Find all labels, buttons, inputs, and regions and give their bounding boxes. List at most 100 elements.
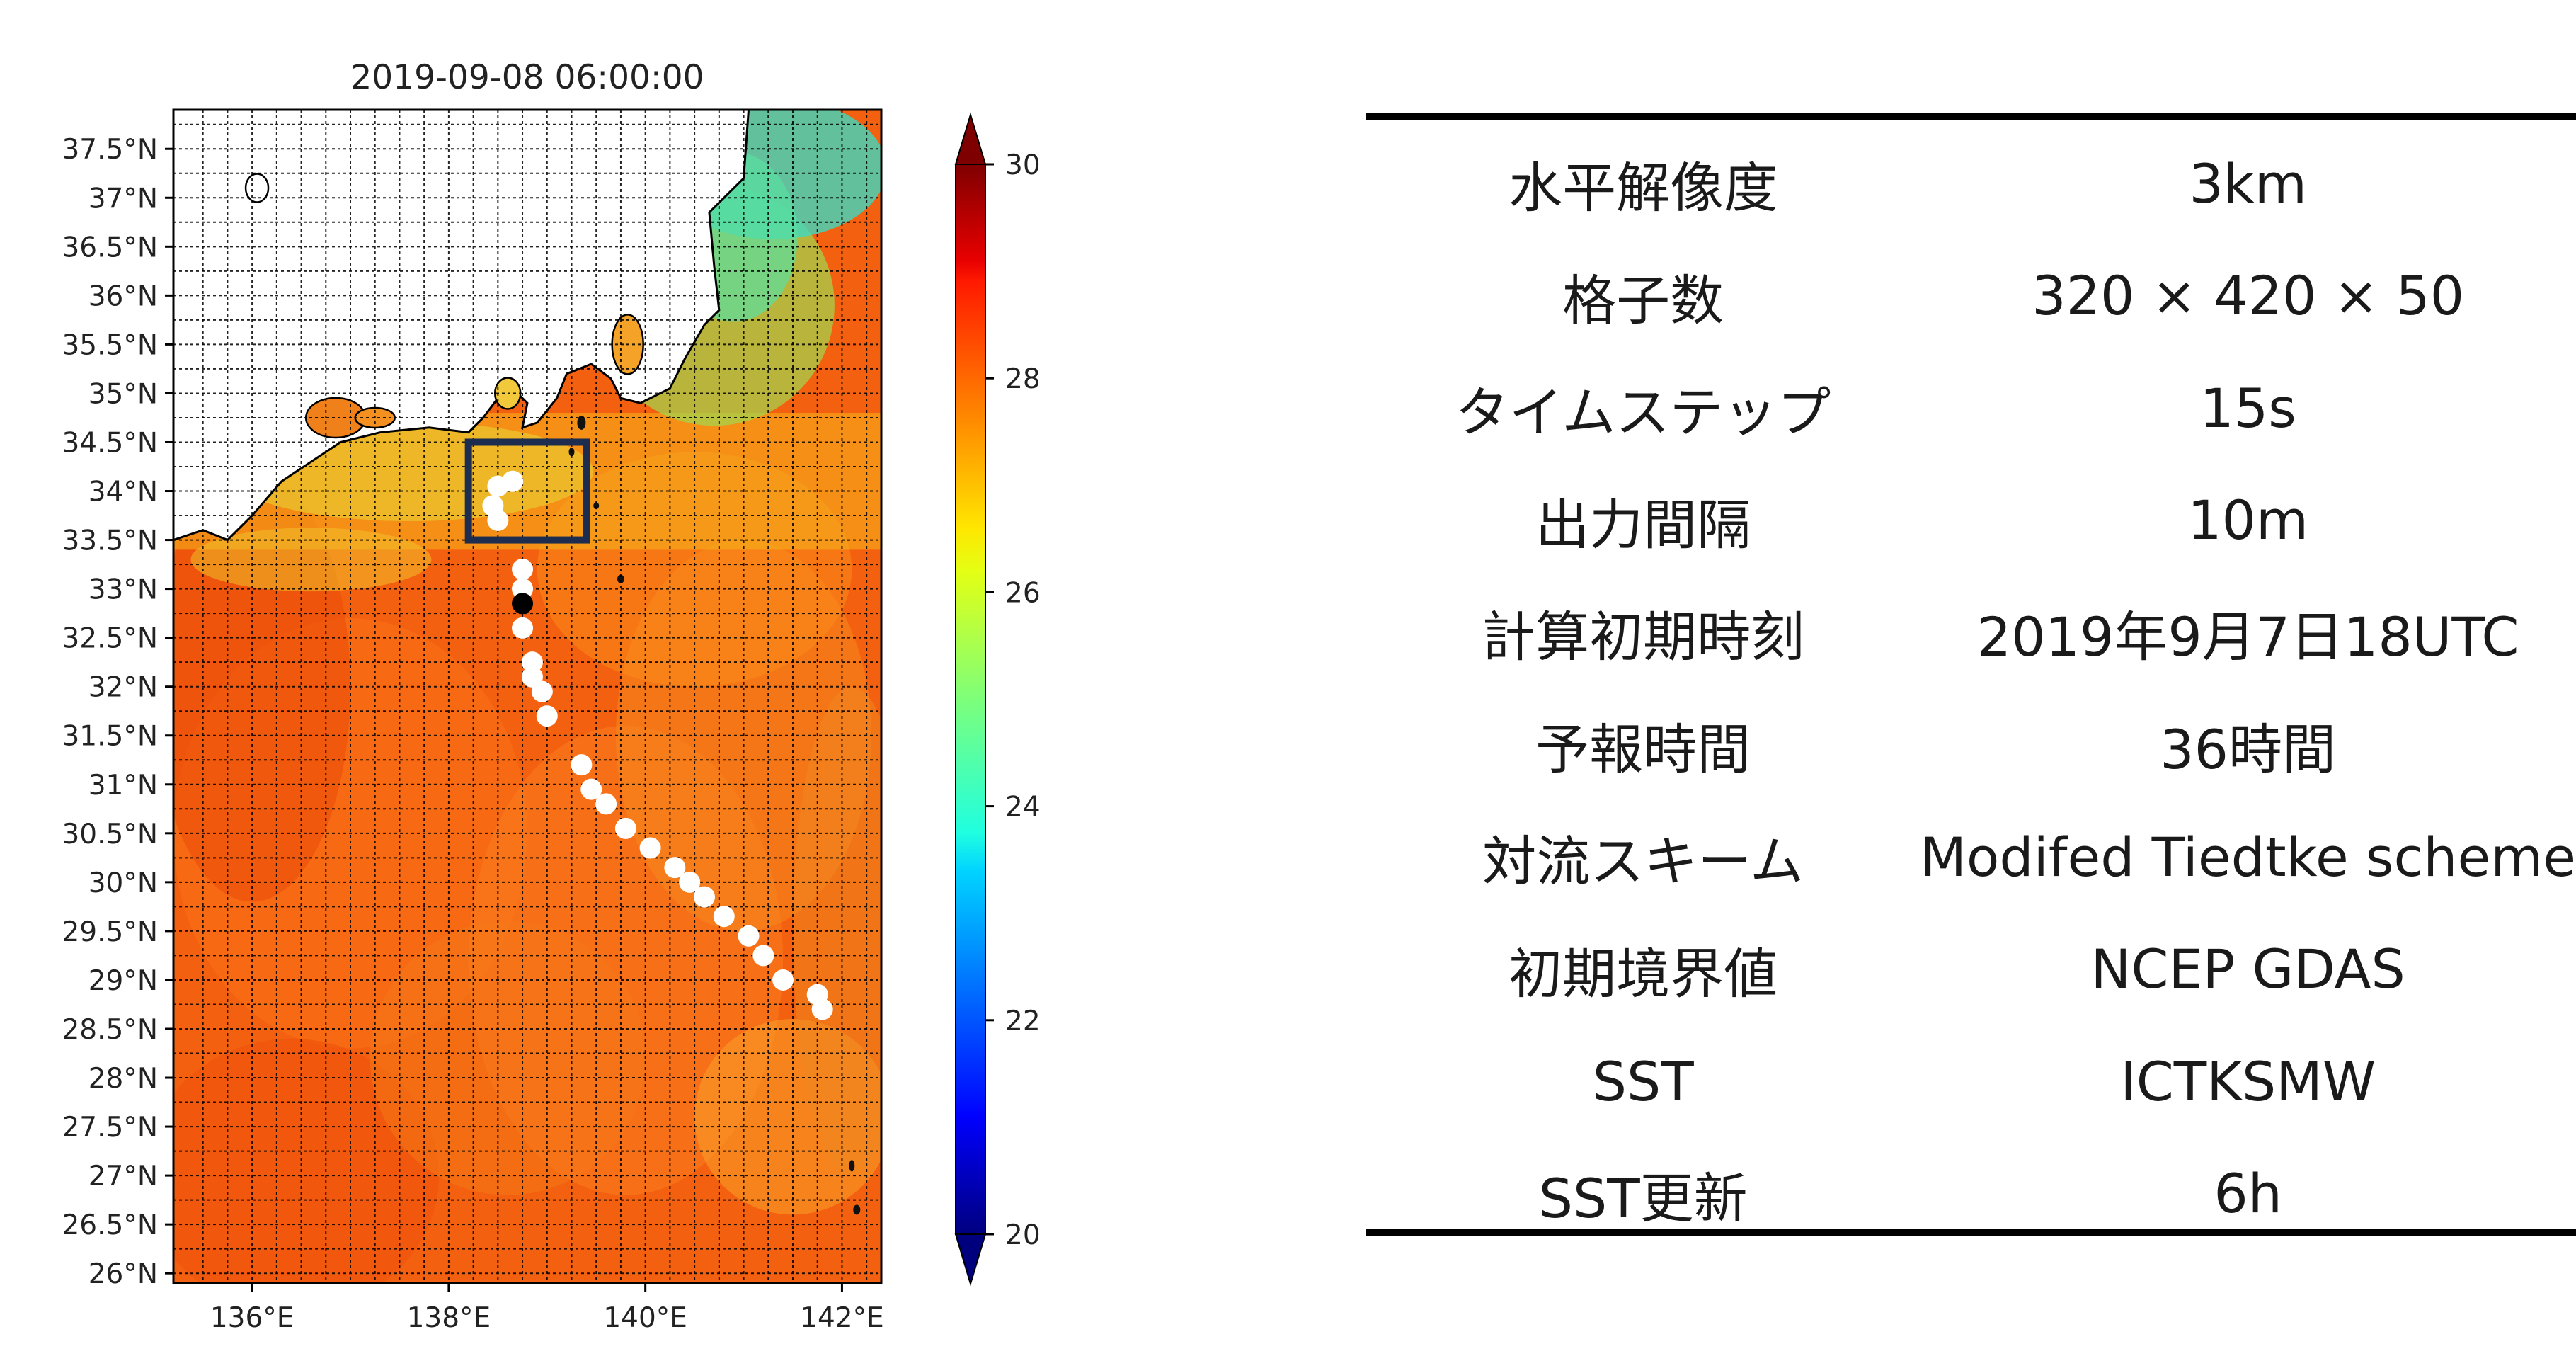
table-row: SST ICTKSMW (1366, 1025, 2576, 1138)
track-point (512, 617, 534, 639)
colorbar-tick-label: 22 (1005, 1005, 1041, 1037)
track-point (679, 871, 701, 893)
table-bottom-rule (1366, 1229, 2576, 1236)
param-value: 3km (2189, 152, 2307, 215)
track-point (664, 857, 686, 879)
param-label: 計算初期時刻 (1482, 605, 1805, 669)
track-point (512, 578, 534, 600)
param-label: SST更新 (1538, 1166, 1748, 1230)
track-point (752, 945, 774, 967)
param-value: NCEP GDAS (2090, 938, 2405, 1001)
table-row: 対流スキーム Modifed Tiedtke scheme (1366, 801, 2576, 913)
track-point (639, 837, 661, 859)
track-point (694, 886, 715, 908)
track-point (772, 969, 794, 991)
map-title: 2019-09-08 06:00:00 (350, 58, 704, 97)
track-point (806, 984, 828, 1005)
track-point (521, 651, 543, 673)
table-row: SST更新 6h (1366, 1138, 2576, 1250)
y-tick-label: 31°N (88, 770, 158, 802)
y-tick-label: 36.5°N (62, 232, 158, 263)
x-tick-label: 142°E (800, 1302, 884, 1334)
y-tick-label: 27°N (88, 1161, 158, 1192)
y-tick-label: 37.5°N (62, 134, 158, 166)
param-label: SST (1592, 1049, 1694, 1113)
track-point (713, 906, 735, 928)
y-tick-label: 30.5°N (62, 819, 158, 850)
y-tick-label: 34°N (88, 477, 158, 508)
track-point (580, 778, 602, 800)
param-value: 15s (2199, 376, 2296, 440)
island (853, 1204, 861, 1215)
param-value: ICTKSMW (2120, 1049, 2376, 1113)
colorbar-tick-label: 24 (1005, 792, 1041, 824)
track-point (502, 470, 524, 492)
y-tick-label: 35.5°N (62, 329, 158, 361)
lake-outline (244, 173, 270, 203)
island (577, 415, 586, 430)
island (593, 502, 600, 510)
param-label: タイムステップ (1455, 381, 1831, 445)
colorbar (955, 164, 986, 1235)
sst-map-chart: 26°N 26.5°N 27°N 27.5°N 28°N 28.5°N 29°N 29.5°N… (62, 58, 1041, 1334)
y-tick-label: 37°N (88, 183, 158, 215)
y-tick-label: 26.5°N (62, 1209, 158, 1241)
x-tick-label: 138°E (407, 1302, 491, 1334)
colorbar-tick-label: 26 (1005, 577, 1041, 609)
y-tick-label: 36°N (88, 280, 158, 312)
y-tick-label: 31.5°N (62, 721, 158, 753)
track-point (614, 817, 636, 839)
colorbar-tick-label: 30 (1005, 149, 1041, 181)
colorbar-tick-label: 28 (1005, 363, 1041, 395)
analysis-region-box (464, 438, 590, 544)
table-row: 水平解像度 3km (1366, 127, 2576, 240)
current-position-marker (512, 593, 534, 615)
param-label: 水平解像度 (1509, 156, 1778, 220)
y-tick-label: 29°N (88, 965, 158, 997)
param-label: 出力間隔 (1535, 493, 1751, 557)
param-label: 初期境界値 (1509, 942, 1778, 1005)
sst-coastal-patch (190, 528, 432, 592)
param-label: 格子数 (1562, 268, 1724, 332)
param-value: 36時間 (2160, 717, 2337, 781)
colorbar-tick-label: 20 (1005, 1219, 1041, 1251)
x-tick-label: 136°E (210, 1302, 294, 1334)
track-point (595, 793, 617, 815)
colorbar-extend-min (954, 1233, 987, 1287)
table-row: 出力間隔 10m (1366, 465, 2576, 577)
y-tick-label: 32.5°N (62, 623, 158, 655)
param-label: 予報時間 (1535, 717, 1751, 781)
y-tick-label: 28.5°N (62, 1014, 158, 1046)
param-value: 2019年9月7日18UTC (1976, 605, 2519, 669)
track-point (482, 495, 504, 517)
map-frame (172, 108, 883, 1284)
y-tick-label: 27.5°N (62, 1112, 158, 1144)
sst-patch (173, 1038, 439, 1283)
x-tick-label: 140°E (603, 1302, 687, 1334)
island (617, 574, 624, 583)
track-point (512, 558, 534, 580)
table-row: 初期境界値 NCEP GDAS (1366, 913, 2576, 1026)
y-tick-label: 28°N (88, 1063, 158, 1095)
y-tick-label: 35°N (88, 378, 158, 410)
y-tick-label: 33.5°N (62, 525, 158, 557)
table-top-rule (1366, 113, 2576, 120)
param-value: Modifed Tiedtke scheme (1920, 825, 2576, 889)
model-settings-table: 水平解像度 3km 格子数 320 × 420 × 50 タイムステップ 15s 出力間隔 1… (1366, 127, 2576, 1250)
y-tick-label: 29.5°N (62, 916, 158, 948)
track-point (521, 666, 543, 688)
y-tick-label: 26°N (88, 1258, 158, 1290)
y-tick-label: 33°N (88, 574, 158, 606)
table-row: 格子数 320 × 420 × 50 (1366, 240, 2576, 353)
table-row: 計算初期時刻 2019年9月7日18UTC (1366, 576, 2576, 689)
y-tick-label: 34.5°N (62, 427, 158, 459)
param-value: 10m (2187, 489, 2309, 552)
track-point (571, 754, 593, 776)
y-tick-label: 30°N (88, 867, 158, 899)
island (849, 1160, 855, 1172)
param-label: 対流スキーム (1482, 830, 1804, 894)
track-point (738, 925, 760, 947)
param-value: 320 × 420 × 50 (2032, 264, 2465, 328)
y-tick-label: 32°N (88, 672, 158, 704)
track-point (536, 705, 558, 727)
